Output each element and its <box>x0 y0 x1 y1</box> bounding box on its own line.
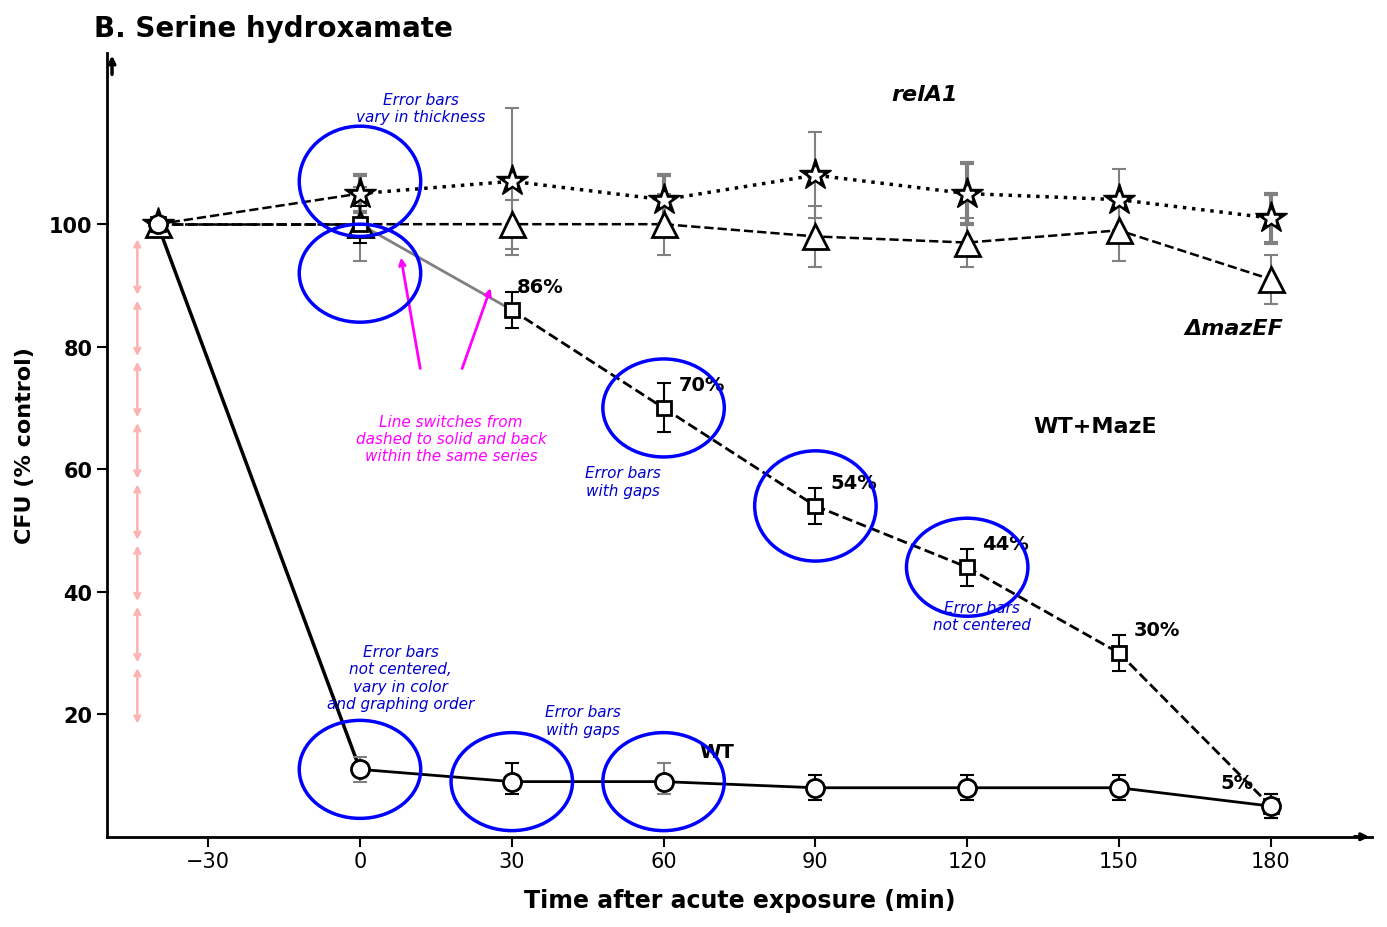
Text: Error bars
vary in thickness: Error bars vary in thickness <box>356 93 485 125</box>
Text: B. Serine hydroxamate: B. Serine hydroxamate <box>94 15 454 43</box>
Text: relA1: relA1 <box>892 84 958 105</box>
X-axis label: Time after acute exposure (min): Time after acute exposure (min) <box>524 888 956 912</box>
Text: ΔmazEF: ΔmazEF <box>1184 319 1283 339</box>
Text: Error bars
with gaps: Error bars with gaps <box>585 465 662 498</box>
Text: Error bars
with gaps: Error bars with gaps <box>545 705 620 737</box>
Text: 44%: 44% <box>982 534 1029 553</box>
Text: 5%: 5% <box>1221 773 1254 792</box>
Text: Error bars
not centered,
vary in color
and graphing order: Error bars not centered, vary in color a… <box>327 644 474 711</box>
Text: 86%: 86% <box>517 277 563 297</box>
Text: 70%: 70% <box>678 375 725 394</box>
Text: 54%: 54% <box>831 473 878 492</box>
Text: WT+MazE: WT+MazE <box>1033 417 1157 437</box>
Text: Error bars
not centered: Error bars not centered <box>933 601 1032 633</box>
Text: Line switches from
dashed to solid and back
within the same series: Line switches from dashed to solid and b… <box>355 414 546 464</box>
Text: WT: WT <box>699 743 734 761</box>
Y-axis label: CFU (% control): CFU (% control) <box>15 347 35 543</box>
Text: 30%: 30% <box>1135 620 1180 639</box>
